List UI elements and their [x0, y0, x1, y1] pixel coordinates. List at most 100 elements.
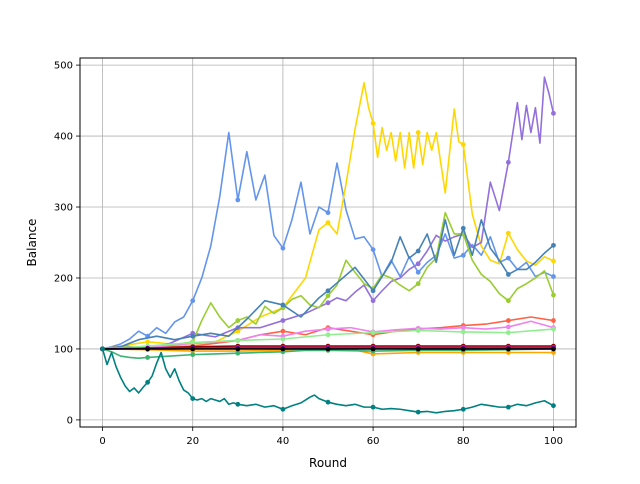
data-point	[325, 293, 331, 299]
data-point	[325, 210, 331, 216]
data-point	[325, 332, 331, 338]
data-point	[551, 274, 556, 279]
data-point	[370, 330, 376, 336]
data-point	[415, 346, 421, 352]
data-point	[505, 272, 511, 277]
data-point	[415, 248, 421, 254]
data-point	[460, 325, 466, 331]
y-tick-label: 0	[67, 415, 73, 426]
data-point	[551, 403, 556, 409]
data-point	[505, 159, 511, 165]
data-point	[235, 197, 241, 203]
data-point	[280, 328, 286, 334]
data-point	[370, 288, 376, 294]
data-point	[190, 298, 196, 304]
data-point	[370, 120, 376, 126]
data-point	[415, 261, 421, 267]
data-point	[460, 406, 466, 412]
data-point	[505, 346, 511, 352]
data-point	[505, 404, 511, 410]
data-point	[551, 242, 556, 248]
data-point	[460, 142, 466, 147]
x-tick-label: 20	[186, 436, 199, 447]
x-tick-label: 40	[277, 436, 290, 447]
data-point	[280, 318, 286, 323]
data-point	[505, 330, 511, 336]
series-line	[102, 76, 555, 350]
data-point	[145, 346, 151, 352]
data-point	[145, 339, 151, 345]
series-line	[101, 348, 554, 414]
data-point	[415, 130, 421, 135]
data-point	[551, 346, 556, 352]
data-point	[235, 401, 241, 407]
data-point	[415, 269, 421, 275]
x-tick-label: 0	[99, 436, 105, 447]
data-point	[190, 333, 196, 339]
data-point	[280, 406, 286, 412]
series-15	[100, 346, 556, 415]
y-tick-label: 500	[54, 61, 73, 72]
series-14	[100, 346, 556, 352]
data-point	[460, 329, 466, 335]
data-point	[370, 346, 376, 352]
data-point	[551, 292, 556, 298]
data-point	[325, 300, 331, 306]
data-point	[505, 324, 511, 330]
data-point	[190, 346, 196, 352]
data-point	[280, 302, 286, 308]
data-point	[505, 230, 511, 236]
y-tick-label: 300	[54, 203, 73, 214]
data-point	[280, 245, 286, 251]
data-point	[190, 396, 196, 402]
data-point	[145, 379, 151, 385]
data-point	[460, 346, 466, 352]
data-point	[551, 326, 556, 332]
data-point	[505, 298, 511, 304]
data-point	[370, 404, 376, 410]
x-tick-label: 60	[367, 436, 380, 447]
data-point	[325, 399, 331, 405]
x-tick-label: 100	[544, 436, 563, 447]
data-point	[145, 355, 151, 360]
data-point	[235, 346, 241, 352]
y-axis-label: Balance	[25, 219, 39, 267]
plot-frame	[79, 57, 577, 428]
data-point	[280, 346, 286, 352]
data-point	[190, 340, 196, 345]
data-point	[415, 409, 421, 415]
y-tick-label: 100	[54, 344, 73, 355]
x-tick-label: 80	[457, 436, 470, 447]
data-point	[325, 220, 331, 226]
data-point	[325, 288, 331, 294]
data-point	[100, 346, 105, 352]
ticks: 0 20 40 60 80 100 0 100 200 300 400 500	[54, 61, 563, 447]
data-point	[370, 247, 376, 252]
data-point	[551, 110, 556, 116]
data-point	[235, 318, 241, 323]
data-point	[415, 328, 421, 333]
data-point	[551, 318, 556, 323]
data-point	[505, 318, 511, 323]
y-tick-label: 400	[54, 132, 73, 143]
data-point	[551, 258, 556, 264]
data-point	[325, 346, 331, 352]
data-point	[505, 255, 511, 261]
series-line	[102, 218, 554, 350]
data-point	[460, 252, 466, 258]
series-layer	[100, 76, 556, 415]
data-point	[325, 326, 331, 332]
data-point	[235, 328, 241, 334]
data-point	[235, 338, 241, 343]
data-point	[235, 350, 241, 356]
y-tick-label: 200	[54, 273, 73, 284]
data-point	[190, 352, 196, 358]
x-axis-label: Round	[309, 456, 347, 470]
data-point	[551, 350, 556, 355]
data-point	[415, 281, 421, 287]
data-point	[460, 225, 466, 231]
data-point	[370, 298, 376, 304]
